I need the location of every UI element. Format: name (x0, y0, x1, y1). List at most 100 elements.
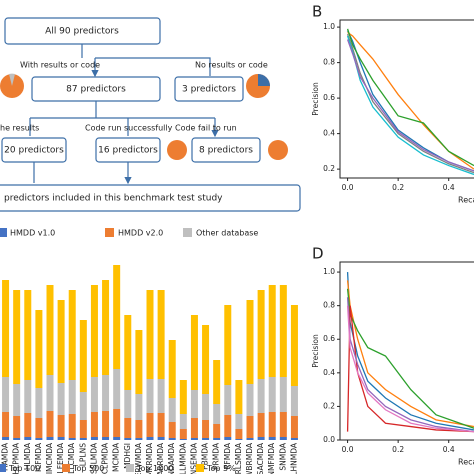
bar-segment (135, 438, 143, 440)
legend-swatch (105, 228, 114, 237)
pr-curve (346, 39, 474, 172)
bar-segment (113, 437, 121, 440)
pr-curve (346, 305, 474, 433)
axes-frame (339, 261, 474, 441)
bar-segment (257, 413, 265, 437)
panel-label: D (312, 245, 324, 263)
x-tick-label: HAMDA (1, 442, 10, 471)
bar-segment (190, 418, 198, 438)
bar-segment (146, 437, 154, 440)
x-tick-label: TLHNMDA (289, 442, 298, 474)
edge-label: With results or code (20, 61, 100, 70)
bar-segment (124, 315, 132, 390)
x-tick-label: LPLNS (78, 443, 87, 466)
node-label: 87 predictors (66, 85, 126, 95)
legend-label: Top 100 (8, 464, 40, 473)
bar-segment (290, 416, 298, 438)
bar-segment (2, 280, 10, 377)
x-tick-label: SNMFMDA (267, 442, 276, 474)
x-tick-label: 0.0 (342, 445, 354, 454)
bar-segment (2, 437, 10, 440)
x-tick-label: RFMDA (223, 442, 232, 470)
bar-segment (179, 414, 187, 429)
bar-segment (135, 420, 143, 438)
bar-segment (235, 414, 243, 429)
y-tick-label: 0.2 (323, 164, 335, 173)
bar-segment (46, 375, 54, 411)
x-tick-label: 0.4 (443, 445, 455, 454)
bar-segment (57, 383, 65, 415)
bar-segment (79, 392, 87, 420)
bar-segment (135, 394, 143, 420)
y-tick-label: 0.4 (323, 368, 335, 377)
y-tick-label: 0.6 (323, 334, 335, 343)
bar-segment (2, 412, 10, 437)
y-tick-label: 0.6 (323, 93, 335, 102)
x-tick-label: HLMDA (23, 442, 32, 470)
bar-segment (190, 315, 198, 390)
bar-segment (157, 413, 165, 437)
bar-segment (268, 412, 276, 437)
x-tick-label: RWBRMDA (245, 442, 254, 474)
bar-segment (235, 429, 243, 439)
x-tick-label: NSEMDA (189, 442, 198, 474)
bar-segment (46, 411, 54, 437)
bar-segment (168, 398, 176, 422)
x-tick-label: MKRMDA (145, 442, 154, 474)
bar-segment (290, 438, 298, 440)
edge-label: Code fail to run (175, 124, 237, 133)
bar-segment (90, 412, 98, 437)
bar-segment (279, 377, 287, 412)
y-tick-label: 1.0 (323, 22, 335, 31)
bar-segment (146, 413, 154, 437)
x-tick-label: 0.0 (342, 183, 354, 192)
x-tick-label: PBMDA (201, 442, 210, 470)
x-tick-label: LLCMDA (67, 442, 76, 474)
bar-segment (279, 412, 287, 437)
y-tick-label: 0.4 (323, 129, 335, 138)
pr-curve (346, 297, 474, 433)
x-tick-label: SACMDA (256, 442, 265, 474)
bar-segment (224, 437, 232, 440)
x-tick-label: MCLPMDA (101, 442, 110, 474)
node-box (174, 76, 244, 102)
node-box (0, 184, 301, 212)
flowchart: All 90 predictors With results or code N… (0, 17, 301, 238)
bar-segment (157, 290, 165, 379)
x-tick-label: NARRMDA (156, 442, 165, 474)
x-axis-label: Recall (458, 458, 474, 467)
axes-frame (339, 19, 474, 179)
bar-segment (157, 379, 165, 413)
pr-curve (346, 280, 474, 428)
bar-segment (135, 330, 143, 394)
bar-segment (46, 285, 54, 375)
x-tick-label: 0.4 (443, 183, 455, 192)
node-label: 8 predictors (199, 146, 253, 156)
node-label: predictors included in this benchmark te… (4, 194, 223, 204)
x-tick-label: NDAMDA (167, 442, 176, 474)
bar-segment (202, 325, 210, 394)
x-tick-label: 0.2 (392, 445, 404, 454)
connector (29, 101, 215, 136)
bar-segment (213, 404, 221, 424)
bar-segment (157, 437, 165, 440)
bar-segment (102, 375, 110, 411)
connector (33, 162, 128, 183)
node-box (191, 137, 261, 163)
bar-segment (224, 305, 232, 385)
bar-segment (246, 416, 254, 438)
pie-slice (9, 73, 15, 86)
y-tick-label: 0.8 (323, 301, 335, 310)
bar-segment (268, 437, 276, 440)
bar-segment (113, 265, 121, 369)
bar-segment (102, 280, 110, 375)
bar-segment (113, 409, 121, 437)
bar-segment (146, 379, 154, 413)
bar-segment (79, 420, 87, 438)
edge-label: he results (0, 124, 39, 133)
x-tick-label: HLPMDA (12, 442, 21, 474)
bar-segment (57, 437, 65, 440)
bar-segment (35, 388, 43, 418)
x-tick-label: ICFMDA (34, 442, 43, 472)
